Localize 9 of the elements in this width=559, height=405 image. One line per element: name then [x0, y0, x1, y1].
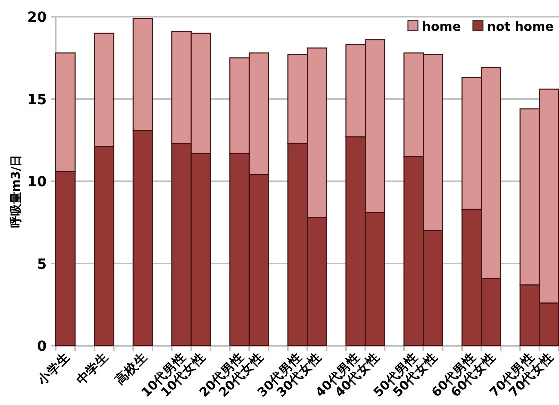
y-tick-label: 20 — [28, 10, 48, 26]
y-tick-label: 0 — [37, 339, 48, 355]
legend-label: home — [422, 19, 462, 34]
y-axis-title: 呼吸量m3/日 — [9, 154, 23, 228]
legend-label: not home — [487, 19, 554, 34]
y-tick-label: 5 — [37, 256, 47, 273]
y-tick-label: 15 — [28, 92, 47, 108]
y-tick-label: 10 — [28, 174, 48, 190]
x-tick-label: 中学生 — [73, 350, 112, 388]
